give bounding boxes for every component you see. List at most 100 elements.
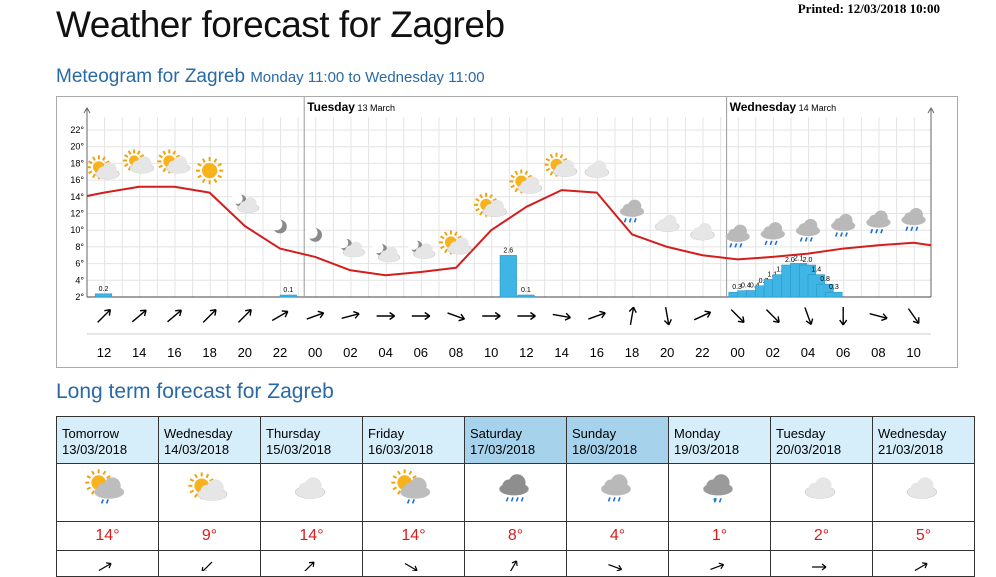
- x-tick-label: 04: [378, 345, 392, 360]
- day-date: 14/03/2018: [164, 442, 230, 457]
- day-name: Wednesday: [878, 426, 947, 441]
- precip-label: 2.0: [803, 257, 813, 264]
- day-name: Tuesday: [776, 426, 826, 441]
- day-header: Thursday 15/03/2018: [260, 416, 363, 464]
- day-header: Sunday 18/03/2018: [566, 416, 669, 464]
- precip-label: 0.1: [283, 287, 293, 294]
- day-name: Saturday: [470, 426, 523, 441]
- meteogram-grid: [86, 117, 931, 298]
- precip-label: 0.4: [741, 283, 751, 290]
- day-header: Tuesday 20/03/2018: [770, 416, 873, 464]
- x-tick-label: 16: [590, 345, 604, 360]
- cloud-symbol: [294, 477, 325, 499]
- wind-arrow-icon: [663, 307, 672, 326]
- day-header: Friday 16/03/2018: [362, 416, 465, 464]
- y-tick-label: 20°: [70, 142, 84, 152]
- day-date: 20/03/2018: [776, 442, 842, 457]
- precip-label: 2.0: [785, 257, 795, 264]
- wind-arrow-icon: [201, 561, 213, 573]
- sun-cloud-icon: [544, 152, 578, 177]
- wind-arrow-icon: [608, 564, 623, 572]
- day-date: 15/03/2018: [266, 442, 332, 457]
- rain-icon: [760, 222, 785, 246]
- sleet-symbol: [702, 474, 733, 503]
- precip-label: 0.1: [521, 287, 531, 294]
- y-tick-label: 8°: [75, 242, 84, 252]
- moon-icon: [305, 226, 322, 242]
- meteogram-chart: 22° 20° 18° 16° 14° 12° 10° 8° 6° 4° 2° Tuesday 13 …: [56, 96, 958, 368]
- wind-arrow-icon: [552, 312, 571, 321]
- long-term-temp-row: 14° 9° 14° 14° 8° 4° 1° 2° 5°: [56, 521, 975, 551]
- day-name: Sunday: [572, 426, 617, 441]
- day-wind-cell: [362, 550, 465, 577]
- meteogram-title: Meteogram for Zagreb: [56, 66, 246, 87]
- long-term-table: Tomorrow 13/03/2018 Wednesday 14/03/2018 Thu…: [56, 416, 975, 577]
- precip-label: 1.4: [776, 267, 786, 274]
- day-name: Tomorrow: [62, 426, 120, 441]
- sun-cloud-rain-symbol: [390, 469, 430, 504]
- y-tick-label: 18°: [70, 158, 84, 168]
- precip-label: 1.1: [767, 271, 777, 278]
- rain-icon: [901, 207, 926, 231]
- sun-icon: [195, 156, 224, 185]
- precip-label: 0.4: [750, 283, 760, 290]
- sun-cloud-icon: [86, 155, 120, 180]
- wind-arrow-icon: [411, 311, 431, 321]
- day-date: 18/03/2018: [572, 442, 638, 457]
- sun-cloud-rain-icon: [390, 469, 430, 504]
- x-tick-label: 18: [625, 345, 639, 360]
- x-tick-label: 04: [801, 345, 815, 360]
- wind-arrow-icon: [303, 561, 315, 573]
- temperature-line: [86, 185, 932, 277]
- day-header: Wednesday 21/03/2018: [872, 416, 975, 464]
- day-wind-cell: [260, 550, 363, 577]
- day-wind-cell: [770, 550, 873, 577]
- rain-icon: [600, 474, 631, 502]
- wind-arrow-icon: [588, 310, 606, 320]
- cloud-icon: [804, 477, 835, 499]
- day-icon-cell: [668, 463, 771, 522]
- day-icon-cell: [362, 463, 465, 522]
- long-term-icon-row: [56, 463, 975, 522]
- x-tick-label: 08: [449, 345, 463, 360]
- x-tick-label: 08: [871, 345, 885, 360]
- day-header: Wednesday 14/03/2018: [158, 416, 261, 464]
- precip-bar: [499, 255, 517, 298]
- precip-label: 0.3: [829, 284, 839, 291]
- day-icon-cell: [872, 463, 975, 522]
- day-name: Monday: [674, 426, 721, 441]
- precip-label: 0.2: [99, 286, 109, 293]
- day-date: 13/03/2018: [62, 442, 128, 457]
- wind-arrow-icon: [517, 311, 536, 321]
- day-icon-cell: [464, 463, 567, 522]
- wind-arrow-icon: [693, 310, 712, 321]
- wind-arrow-icon: [237, 308, 252, 323]
- meteogram-svg: 22° 20° 18° 16° 14° 12° 10° 8° 6° 4° 2° Tuesday 13 …: [70, 97, 935, 360]
- wind-arrow-icon: [131, 309, 147, 323]
- x-tick-label: 14: [132, 345, 146, 360]
- day-temp: 14°: [56, 521, 159, 551]
- precip-bar: [825, 291, 843, 298]
- wind-arrow-icon: [97, 308, 112, 323]
- day-header: Monday 19/03/2018: [668, 416, 771, 464]
- x-tick-label: 12: [519, 345, 533, 360]
- day-wind-cell: [668, 550, 771, 577]
- sun-cloud-icon: [509, 169, 542, 194]
- wind-arrow-icon: [404, 562, 418, 572]
- x-tick-label: 14: [554, 345, 568, 360]
- moon-cloud-icon: [372, 242, 401, 263]
- day-name: Friday: [368, 426, 405, 441]
- sun-cloud-rain-icon: [84, 469, 124, 504]
- precip-bar: [517, 294, 535, 298]
- wind-arrow-icon: [341, 310, 360, 320]
- cloud-icon: [690, 223, 715, 241]
- x-tick-label: 22: [273, 345, 287, 360]
- wind-arrow-icon: [202, 308, 217, 323]
- precip-label: 0.8: [820, 276, 830, 283]
- day-name: Thursday: [266, 426, 321, 441]
- day-temp: 8°: [464, 521, 567, 551]
- rain-icon: [830, 213, 856, 237]
- wind-arrow-icon: [914, 562, 928, 572]
- precip-bar: [94, 293, 113, 298]
- meteogram-range: Monday 11:00 to Wednesday 11:00: [250, 69, 485, 86]
